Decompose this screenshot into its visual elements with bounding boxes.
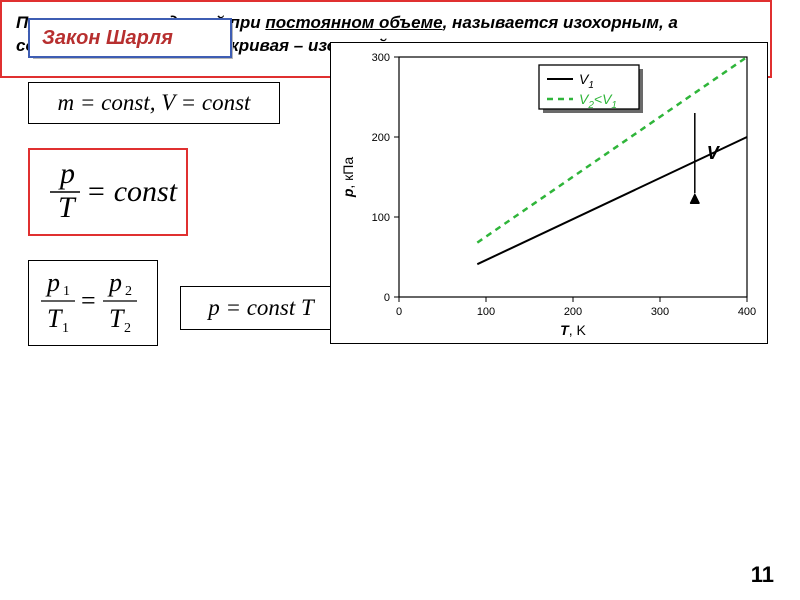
svg-text:400: 400 xyxy=(738,306,756,318)
svg-text:=: = xyxy=(81,286,96,315)
svg-text:p: p xyxy=(45,268,60,297)
svg-text:= const: = const xyxy=(86,175,178,208)
svg-text:2: 2 xyxy=(125,284,132,299)
svg-text:T: T xyxy=(58,191,77,224)
svg-text:p: p xyxy=(107,268,122,297)
eq-p-equals-constT: p = const T xyxy=(180,286,342,330)
svg-text:1: 1 xyxy=(63,284,70,299)
svg-text:1: 1 xyxy=(62,321,69,336)
eq-ratio-equal: p 1 T 1 = p 2 T 2 xyxy=(28,260,158,346)
eq4-text: p = const T xyxy=(208,295,314,321)
svg-text:0: 0 xyxy=(384,292,390,304)
svg-text:T: T xyxy=(47,304,63,333)
svg-text:100: 100 xyxy=(372,212,390,224)
eq2-svg: p T = const xyxy=(38,157,178,227)
svg-text:200: 200 xyxy=(372,132,390,144)
title-box: Закон Шарля xyxy=(28,18,232,58)
chart-svg: 01002003004000100200300T, Kp, кПаVV1V2<V… xyxy=(331,43,767,343)
eq-mass-volume-const: m = const, V = const xyxy=(28,82,280,124)
svg-text:300: 300 xyxy=(372,52,390,64)
svg-text:0: 0 xyxy=(396,306,402,318)
svg-text:p: p xyxy=(58,157,75,190)
chart-frame: 01002003004000100200300T, Kp, кПаVV1V2<V… xyxy=(330,42,768,344)
svg-text:300: 300 xyxy=(651,306,669,318)
eq3-svg: p 1 T 1 = p 2 T 2 xyxy=(33,267,153,339)
title-text: Закон Шарля xyxy=(30,20,230,56)
svg-text:T: T xyxy=(109,304,125,333)
svg-text:100: 100 xyxy=(477,306,495,318)
svg-text:V: V xyxy=(707,143,721,163)
def-underline: постоянном объеме xyxy=(265,13,442,32)
page-number: 11 xyxy=(751,562,774,588)
svg-text:T, K: T, K xyxy=(560,322,586,338)
svg-text:p, кПа: p, кПа xyxy=(340,157,356,199)
eq1-text: m = const, V = const xyxy=(58,90,251,116)
eq-p-over-T-const: p T = const xyxy=(28,148,188,236)
svg-text:200: 200 xyxy=(564,306,582,318)
svg-text:2: 2 xyxy=(124,321,131,336)
